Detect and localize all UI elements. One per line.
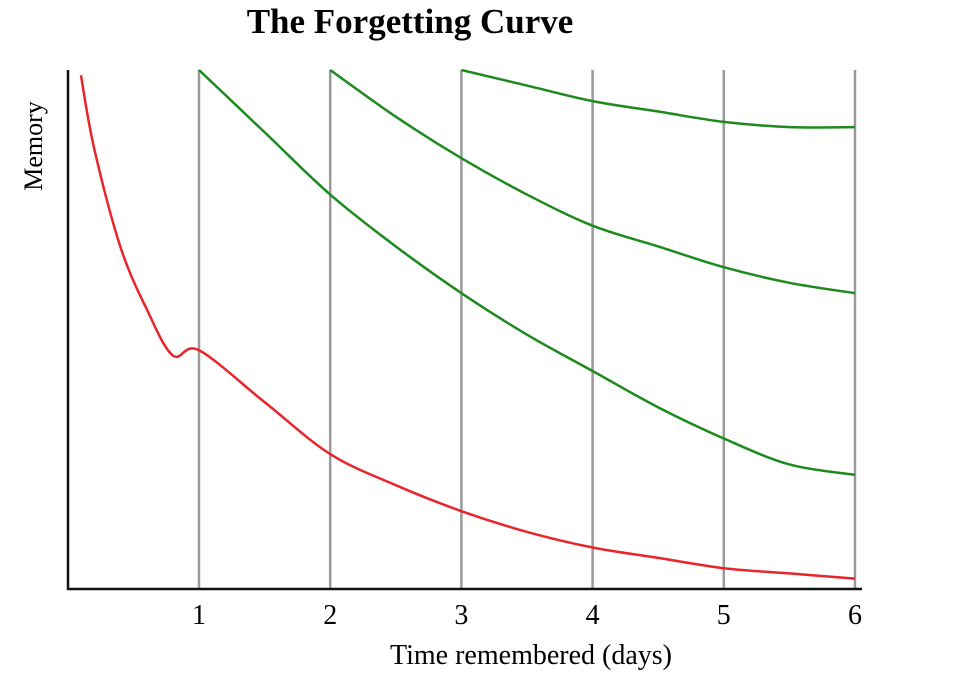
axes xyxy=(66,70,862,591)
x-tick-label-6: 6 xyxy=(848,600,862,631)
x-tick-label-4: 4 xyxy=(586,600,600,631)
x-tick-label-3: 3 xyxy=(454,600,468,631)
x-axis-label: Time remembered (days) xyxy=(390,640,672,671)
grid-lines xyxy=(197,70,857,589)
x-tick-label-2: 2 xyxy=(323,600,337,631)
series-lines xyxy=(79,68,856,580)
review-curve-line-1 xyxy=(198,69,856,477)
forgetting-curve-line xyxy=(79,74,856,580)
chart-title: The Forgetting Curve xyxy=(246,2,574,41)
x-tick-label-1: 1 xyxy=(192,600,206,631)
x-tick-labels: 1 2 3 4 5 6 xyxy=(192,600,862,631)
review-curve-line-3 xyxy=(461,68,856,129)
x-tick-label-5: 5 xyxy=(717,600,731,631)
review-curve-line-2 xyxy=(329,68,856,295)
